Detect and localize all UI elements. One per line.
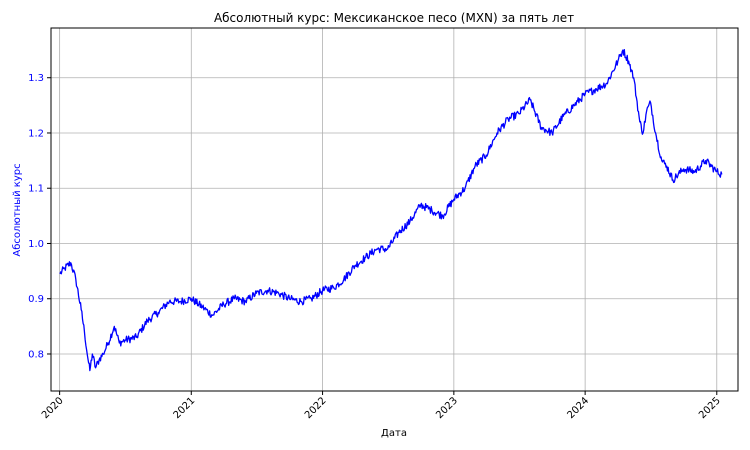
x-tick-label: 2020: [40, 395, 66, 421]
y-tick-label: 0.9: [28, 294, 44, 305]
x-tick-label: 2021: [172, 395, 198, 421]
x-axis-label: Дата: [381, 428, 407, 439]
series-line: [59, 48, 723, 372]
x-tick-label: 2025: [697, 395, 723, 421]
x-tick-label: 2022: [303, 395, 329, 421]
y-tick-label: 1.0: [28, 239, 44, 250]
x-axis-ticks: 2020 2021 2022 2023 2024 2025: [40, 391, 723, 421]
y-axis-ticks: 0.8 0.9 1.0 1.1 1.2 1.3: [28, 73, 51, 360]
y-tick-label: 1.1: [28, 184, 44, 195]
chart-title: Абсолютный курс: Мексиканское песо (MXN)…: [214, 11, 574, 25]
plot-frame: [50, 27, 739, 392]
y-axis-label: Абсолютный курс: [12, 163, 23, 256]
x-tick-label: 2023: [434, 395, 460, 421]
y-tick-label: 1.3: [28, 73, 44, 84]
grid-lines: [51, 28, 738, 391]
x-tick-label: 2024: [565, 395, 591, 421]
y-tick-label: 1.2: [28, 128, 44, 139]
y-tick-label: 0.8: [28, 349, 44, 360]
